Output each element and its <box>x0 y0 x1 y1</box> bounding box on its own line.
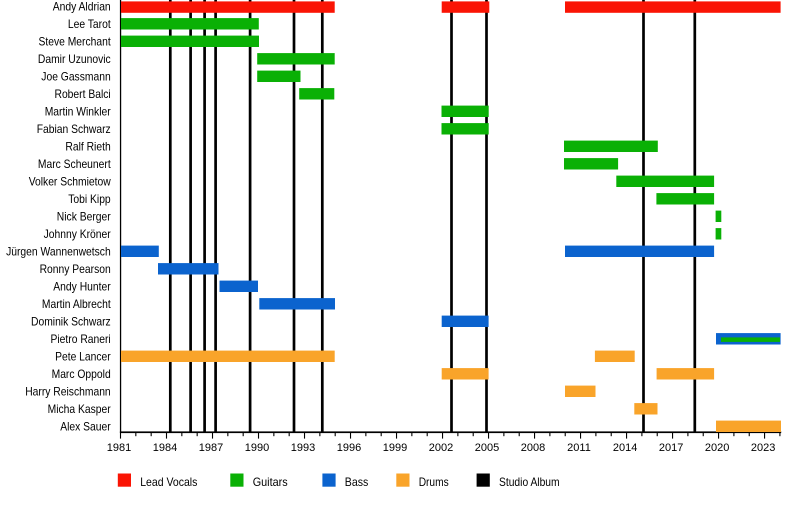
svg-text:Ronny Pearson: Ronny Pearson <box>40 262 111 276</box>
svg-text:Studio Album: Studio Album <box>499 475 560 489</box>
svg-text:Nick Berger: Nick Berger <box>57 210 111 224</box>
svg-text:1996: 1996 <box>337 442 361 454</box>
svg-text:Ralf Rieth: Ralf Rieth <box>65 140 110 154</box>
svg-text:2011: 2011 <box>567 442 591 454</box>
svg-text:2005: 2005 <box>475 442 499 454</box>
svg-text:Guitars: Guitars <box>253 475 288 489</box>
svg-text:Harry Reischmann: Harry Reischmann <box>25 385 111 399</box>
svg-text:Marc Scheunert: Marc Scheunert <box>38 157 111 171</box>
svg-text:1999: 1999 <box>383 442 407 454</box>
svg-text:Volker Schmietow: Volker Schmietow <box>29 175 111 189</box>
svg-text:Lead Vocals: Lead Vocals <box>140 475 197 489</box>
svg-text:Marc Oppold: Marc Oppold <box>52 367 111 381</box>
svg-text:Bass: Bass <box>345 475 369 489</box>
svg-text:Tobi Kipp: Tobi Kipp <box>68 192 111 206</box>
svg-text:1993: 1993 <box>291 442 315 454</box>
svg-text:Martin Winkler: Martin Winkler <box>45 105 111 119</box>
svg-text:Alex Sauer: Alex Sauer <box>60 420 111 434</box>
svg-text:Jürgen Wannenwetsch: Jürgen Wannenwetsch <box>6 245 111 259</box>
svg-text:1984: 1984 <box>153 442 177 454</box>
svg-text:1981: 1981 <box>107 442 131 454</box>
svg-text:Micha Kasper: Micha Kasper <box>48 402 111 416</box>
svg-text:1987: 1987 <box>199 442 223 454</box>
svg-text:Damir Uzunovic: Damir Uzunovic <box>38 52 111 66</box>
svg-text:Steve Merchant: Steve Merchant <box>39 35 112 49</box>
svg-text:Robert Balci: Robert Balci <box>55 87 111 101</box>
svg-text:Johnny Kröner: Johnny Kröner <box>44 227 111 241</box>
svg-text:2008: 2008 <box>521 442 545 454</box>
svg-text:Joe Gassmann: Joe Gassmann <box>41 70 110 84</box>
svg-text:2002: 2002 <box>429 442 453 454</box>
svg-text:2020: 2020 <box>705 442 729 454</box>
svg-text:Lee Tarot: Lee Tarot <box>68 17 111 31</box>
svg-text:2023: 2023 <box>751 442 775 454</box>
svg-text:1990: 1990 <box>245 442 269 454</box>
svg-text:Pete Lancer: Pete Lancer <box>55 350 111 364</box>
svg-text:Fabian Schwarz: Fabian Schwarz <box>37 122 111 136</box>
svg-text:Drums: Drums <box>419 475 449 489</box>
svg-text:Pietro Raneri: Pietro Raneri <box>51 332 111 346</box>
svg-text:2017: 2017 <box>659 442 683 454</box>
svg-text:2014: 2014 <box>613 442 637 454</box>
svg-text:Dominik Schwarz: Dominik Schwarz <box>31 315 111 329</box>
svg-text:Andy Hunter: Andy Hunter <box>53 280 110 294</box>
svg-text:Martin Albrecht: Martin Albrecht <box>42 297 111 311</box>
svg-text:Andy Aldrian: Andy Aldrian <box>53 0 111 14</box>
